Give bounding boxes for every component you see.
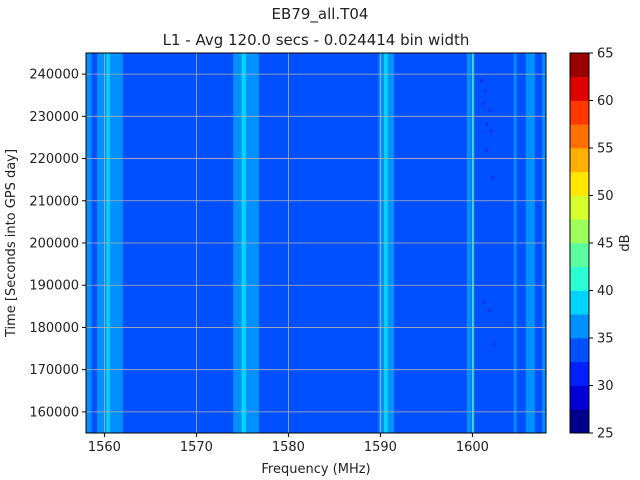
x-tick-label: 1570: [180, 440, 213, 455]
colorbar-tick-label: 50: [597, 189, 614, 204]
y-tick-label: 210000: [29, 194, 79, 209]
heatmap-cell: [492, 342, 495, 346]
colorbar-swatch: [570, 338, 589, 363]
colorbar: 25 30 35 40 45 50 55 60 65: [569, 47, 614, 442]
heatmap-cell: [488, 309, 491, 313]
heatmap-cell: [480, 78, 483, 82]
colorbar-tick-label: 55: [597, 142, 614, 157]
colorbar-swatch: [570, 243, 589, 268]
colorbar-tick-label: 45: [597, 237, 614, 252]
x-axis-label: Frequency (MHz): [261, 462, 370, 477]
y-tick-label: 200000: [29, 237, 79, 252]
heatmap-cell: [491, 176, 494, 180]
colorbar-swatch: [570, 76, 589, 101]
y-tick-label: 190000: [29, 279, 79, 294]
y-tick-label: 170000: [29, 363, 79, 378]
colorbar-tick-label: 30: [597, 379, 614, 394]
heatmap-cell: [489, 129, 492, 133]
chart-subtitle: L1 - Avg 120.0 secs - 0.024414 bin width: [163, 31, 470, 49]
colorbar-swatch: [570, 195, 589, 220]
colorbar-swatch: [570, 124, 589, 149]
colorbar-tick-label: 65: [597, 47, 614, 62]
colorbar-swatch: [570, 290, 589, 315]
x-tick-label: 1580: [272, 440, 305, 455]
y-tick-label: 230000: [29, 110, 79, 125]
heatmap-cell: [482, 102, 485, 106]
colorbar-swatch: [570, 409, 589, 434]
colorbar-swatch: [570, 266, 589, 291]
plot-area: [85, 52, 547, 434]
heatmap-cell: [486, 123, 489, 127]
heatmap-cell: [483, 300, 486, 304]
colorbar-swatch: [570, 385, 589, 410]
y-tick-label: 180000: [29, 321, 79, 336]
x-tick-label: 1560: [88, 440, 121, 455]
colorbar-swatch: [570, 314, 589, 339]
colorbar-swatch: [570, 53, 589, 78]
colorbar-tick-label: 60: [597, 94, 614, 109]
chart-title: EB79_all.T04: [272, 5, 369, 24]
x-tick-label: 1600: [456, 440, 489, 455]
colorbar-swatch: [570, 361, 589, 386]
y-axis-label: Time [Seconds into GPS day]: [4, 149, 19, 338]
y-tick-label: 220000: [29, 152, 79, 167]
colorbar-label: dB: [618, 234, 633, 251]
x-tick-label: 1590: [364, 440, 397, 455]
y-axis: 160000 170000 180000 190000 200000 210000 2200…: [29, 68, 86, 420]
colorbar-swatch: [570, 219, 589, 244]
heatmap-cell: [485, 148, 488, 152]
colorbar-tick-label: 35: [597, 332, 614, 347]
x-axis: 1560 1570 1580 1590 1600: [88, 433, 489, 455]
colorbar-swatch: [570, 171, 589, 196]
colorbar-swatch: [570, 100, 589, 125]
y-tick-label: 160000: [29, 405, 79, 420]
colorbar-tick-label: 25: [597, 427, 614, 442]
colorbar-tick-label: 40: [597, 284, 614, 299]
y-tick-label: 240000: [29, 68, 79, 83]
heatmap-cell: [488, 108, 491, 112]
colorbar-swatch: [570, 148, 589, 173]
heatmap-cell: [484, 89, 487, 93]
